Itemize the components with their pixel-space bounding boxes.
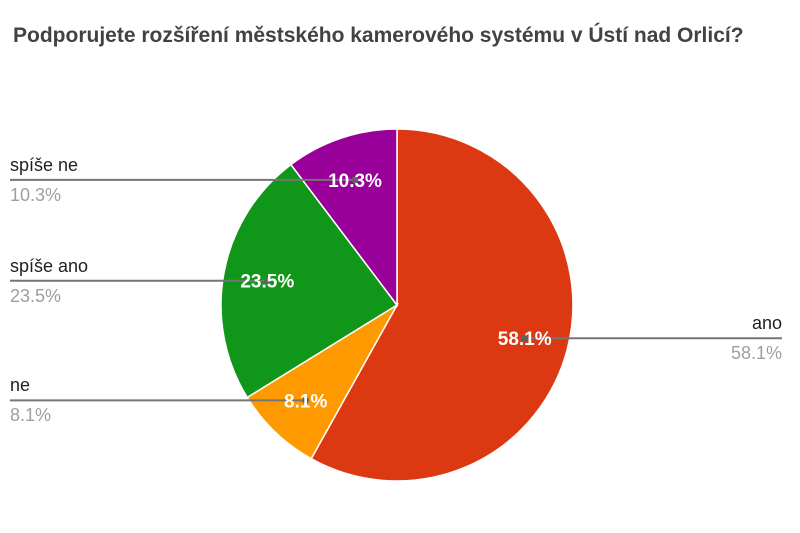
callout-name-ne: ne <box>10 375 31 395</box>
slice-percent-label-spíše-ne: 10.3% <box>328 171 382 192</box>
pie-slice-spíše-ne <box>289 128 398 308</box>
callout-name-ano: ano <box>751 313 782 333</box>
callout-percent-spíše-ano: 23.5% <box>10 286 62 306</box>
slice-percent-label-spíše-ano: 23.5% <box>240 272 294 293</box>
callout-spíše-ano: spíše ano 23.5% <box>10 256 88 307</box>
callout-name-spíše-ano: spíše ano <box>10 256 89 276</box>
callout-percent-ano: 58.1% <box>730 343 782 363</box>
callout-ano: ano 58.1% <box>731 313 782 364</box>
callout-spíše-ne: spíše ne 10.3% <box>10 155 78 206</box>
slice-percent-label-ano: 58.1% <box>498 329 552 350</box>
callout-dot-ano <box>521 334 529 342</box>
pie-slice-ne <box>246 302 400 460</box>
callout-name-spíše-ne: spíše ne <box>10 155 79 175</box>
pie-slice-spíše-ano <box>220 163 399 399</box>
callout-dot-ne <box>302 397 310 404</box>
callout-dot-spíše-ano <box>263 277 271 285</box>
chart-title: Podporujete rozšíření městského kamerové… <box>13 24 744 47</box>
callout-percent-ne: 8.1% <box>10 405 52 425</box>
callout-dot-spíše-ne <box>351 176 359 184</box>
slice-percent-label-ne: 8.1% <box>284 391 327 412</box>
pie-slice-ano <box>310 128 574 482</box>
callout-percent-spíše-ne: 10.3% <box>10 185 62 205</box>
callout-ne: ne 8.1% <box>10 375 51 426</box>
